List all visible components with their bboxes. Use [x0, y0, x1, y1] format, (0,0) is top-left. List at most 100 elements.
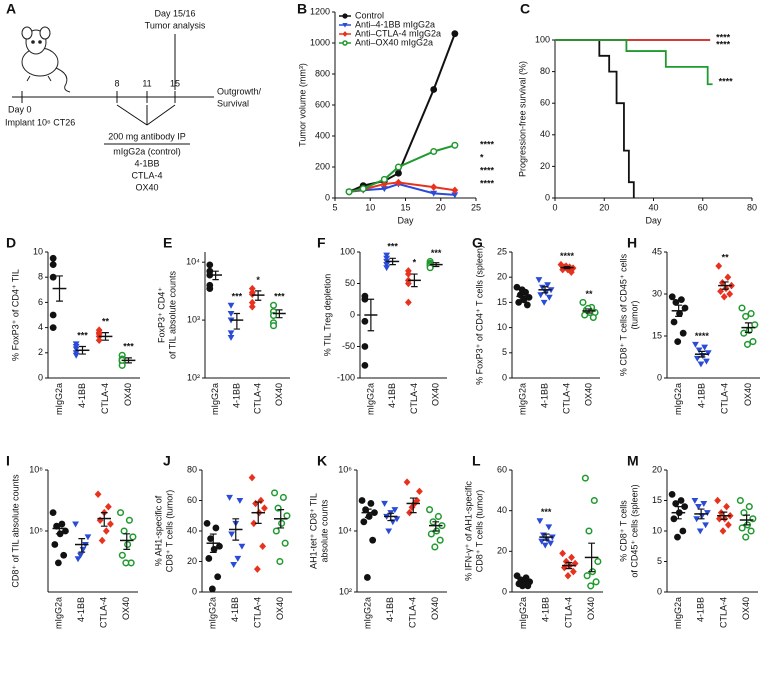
x-tick-label: 4-1BB — [387, 383, 397, 408]
y-tick-label: 10⁴ — [338, 525, 352, 535]
panel-c: C 0 20 40 60 80 100 Progression-free survival (… — [517, 1, 757, 226]
point — [279, 493, 287, 502]
x-tick-label: 0 — [552, 202, 557, 212]
sem-bar — [79, 345, 86, 355]
significance: ** — [102, 316, 110, 326]
point — [698, 513, 706, 520]
sem-bar — [102, 332, 109, 341]
panel-letter: G — [472, 235, 483, 251]
y-tick-label: 45 — [652, 246, 662, 256]
point — [406, 508, 413, 517]
point — [208, 585, 216, 593]
point — [749, 338, 757, 346]
y-tick-label: 20 — [187, 556, 197, 566]
point — [248, 298, 256, 307]
point — [559, 549, 567, 558]
point — [545, 294, 553, 301]
treatment-group: CTLA-4 — [131, 170, 162, 180]
point — [426, 264, 434, 272]
point — [695, 504, 702, 510]
point — [230, 562, 238, 568]
x-tick-label: OX40 — [274, 383, 284, 406]
y-tick-label: 600 — [315, 99, 330, 109]
significance: * — [480, 153, 484, 163]
point — [205, 555, 213, 562]
sem-bar — [432, 262, 440, 268]
sem-bar — [675, 304, 683, 317]
point — [541, 542, 549, 549]
point — [747, 527, 755, 535]
legend-label: Control — [355, 10, 384, 20]
panel-g: G 0 5 10 15 20 25 % FoxP3⁺ of CD4⁺ T cells (spl… — [472, 235, 600, 415]
y-tick-label: 15 — [652, 495, 662, 505]
point — [49, 311, 57, 319]
point — [677, 296, 685, 303]
point — [210, 545, 218, 553]
y-tick-label: 20 — [497, 272, 507, 282]
point — [430, 86, 438, 93]
point — [203, 519, 211, 527]
point — [562, 557, 570, 566]
point — [590, 496, 598, 505]
point — [738, 524, 746, 532]
point — [404, 279, 412, 288]
point — [117, 509, 125, 517]
point — [122, 559, 130, 567]
point — [212, 524, 220, 532]
point — [568, 553, 575, 562]
endpoint: Survival — [217, 98, 249, 108]
point — [515, 299, 523, 306]
y-tick-label: 10 — [652, 525, 662, 535]
sem-bar — [743, 514, 751, 526]
mouse-icon — [21, 26, 71, 93]
treatment-group: mIgG2a (control) — [113, 146, 181, 156]
point — [54, 559, 62, 567]
point — [74, 556, 82, 563]
point — [248, 303, 256, 311]
x-tick-label: 4-1BB — [230, 597, 240, 622]
point — [536, 518, 544, 525]
y-axis-label: AH1-tet⁺ CD8⁺ TIL — [308, 493, 318, 569]
sem-bar — [254, 290, 262, 301]
sem-bar — [698, 350, 706, 358]
y-axis-label: Progression-free survival (%) — [517, 61, 527, 177]
y-axis-label: absolute counts — [319, 499, 329, 563]
point — [427, 530, 435, 538]
point — [278, 519, 286, 527]
panel-letter: F — [317, 235, 326, 251]
point — [51, 541, 59, 548]
y-tick-label: 1000 — [310, 37, 330, 47]
point — [206, 261, 214, 269]
point — [367, 500, 375, 507]
point — [702, 522, 709, 529]
series-line — [348, 33, 456, 193]
x-tick-label: mIgG2a — [208, 597, 218, 629]
point — [98, 536, 106, 545]
point — [451, 141, 459, 149]
point — [124, 540, 132, 549]
implant: Implant 10⁶ CT26 — [5, 117, 75, 127]
y-tick-label: 40 — [187, 525, 197, 535]
point — [545, 524, 553, 531]
significance: **** — [480, 179, 495, 189]
point — [84, 534, 92, 541]
panel-j: J 0 20 40 60 80 % AH1-specific of CD8⁺ T cells … — [153, 453, 292, 629]
significance: *** — [541, 507, 552, 517]
sem-bar — [387, 512, 395, 522]
y-axis-label: (tumor) — [629, 300, 639, 329]
x-tick-label: mIgG2a — [54, 597, 64, 629]
sem-bar — [563, 266, 571, 270]
point — [395, 169, 402, 177]
x-tick-label: 4-1BB — [231, 383, 241, 408]
point — [719, 527, 727, 535]
point — [430, 183, 438, 191]
point — [436, 536, 444, 544]
x-tick-label: CTLA-4 — [408, 597, 418, 628]
legend-label: Anti–4-1BB mIgG2a — [355, 19, 435, 29]
point — [261, 504, 268, 512]
legend-label: Anti–CTLA-4 mIgG2a — [355, 28, 441, 38]
y-tick-label: 10⁶ — [338, 464, 352, 474]
point — [426, 506, 434, 514]
panel-l: L 0 20 40 60 % IFN-γ⁺ of AH1-specific CD8⁺ T c… — [463, 453, 603, 629]
significance: **** — [560, 251, 575, 261]
